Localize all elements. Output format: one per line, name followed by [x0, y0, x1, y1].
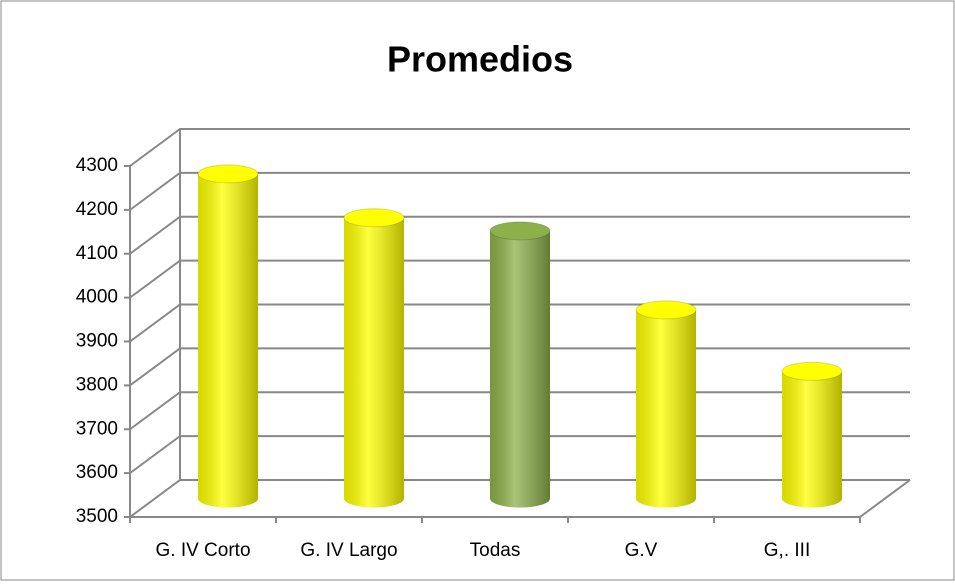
y-tick-label: 3900 [76, 331, 118, 352]
x-tick-label: G. IV Corto [155, 540, 250, 561]
y-tick-label: 4000 [76, 287, 118, 308]
grid-line [129, 128, 910, 167]
y-tick-label: 3600 [76, 462, 118, 483]
y-tick-label: 3700 [76, 418, 118, 439]
y-tick-label: 3500 [76, 506, 118, 527]
y-tick-label: 3800 [76, 374, 118, 395]
x-tick-label: G.V [625, 540, 658, 561]
bar-shade [198, 173, 258, 508]
grid-line [129, 215, 910, 255]
bar-shade [636, 309, 696, 508]
bar-shade [782, 371, 842, 508]
y-tick-label: 4300 [76, 155, 118, 176]
x-tick-label: G. IV Largo [300, 540, 397, 561]
bar-top [197, 164, 259, 184]
y-tick-label: 4100 [76, 243, 118, 264]
chart-title: Promedios [387, 39, 573, 80]
grid-line [129, 259, 910, 299]
bar-top [343, 208, 405, 228]
bar-shade [344, 217, 404, 508]
y-tick-label: 4200 [76, 199, 118, 220]
x-tick-label: G,. III [764, 540, 810, 561]
floor-right [859, 479, 911, 518]
bar-top [635, 300, 697, 320]
bar-top [489, 221, 551, 241]
x-tick-label: Todas [470, 540, 521, 561]
grid-line [129, 171, 910, 211]
bar-top [781, 361, 843, 381]
bar-shade [490, 230, 550, 508]
